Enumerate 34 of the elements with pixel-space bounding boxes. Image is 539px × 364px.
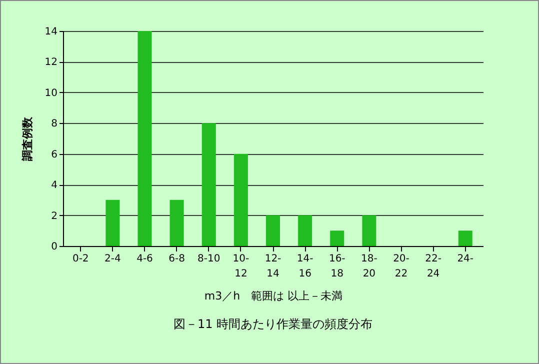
x-tick-label: 10-12 — [232, 254, 250, 280]
bar — [362, 215, 376, 246]
y-tick-label: 2 — [51, 210, 58, 222]
x-tick-label: 24- — [457, 254, 474, 264]
x-tick-label: 0-2 — [72, 254, 89, 264]
bar — [234, 154, 248, 246]
y-tick-label: 8 — [51, 118, 58, 130]
y-axis-title: 調査例数 — [20, 116, 34, 161]
bar — [266, 215, 280, 246]
y-tick-label: 12 — [44, 57, 58, 68]
x-tick-label: 6-8 — [168, 254, 185, 264]
bar — [202, 123, 216, 246]
text: 図－11 時間あたり作業量の頻度分布 — [173, 317, 373, 331]
x-tick-label: 22-24 — [425, 254, 442, 280]
y-tick-label: 10 — [44, 88, 58, 99]
bar — [298, 215, 312, 246]
x-tick-label: 8-10 — [198, 254, 220, 264]
x-axis-title: m3／h 範囲は 以上－未満 — [204, 290, 343, 302]
x-tick-label: 18-20 — [361, 254, 378, 280]
y-tick-label: 14 — [44, 26, 58, 38]
x-tick-label: 20-22 — [393, 254, 410, 280]
x-tick-label: 2-4 — [104, 254, 121, 264]
x-tick-label: 16-18 — [328, 254, 346, 280]
bar — [138, 31, 152, 246]
y-tick-label: 4 — [51, 180, 58, 192]
x-tick-label: 14-16 — [296, 254, 314, 280]
bar — [106, 200, 120, 246]
x-tick-label: 4-6 — [136, 254, 153, 264]
bar — [330, 230, 344, 246]
bar — [170, 200, 184, 246]
bar — [458, 230, 472, 246]
y-tick-label: 6 — [51, 149, 58, 160]
x-tick-label: 12-14 — [264, 254, 282, 280]
y-tick-label: 0 — [51, 242, 58, 252]
